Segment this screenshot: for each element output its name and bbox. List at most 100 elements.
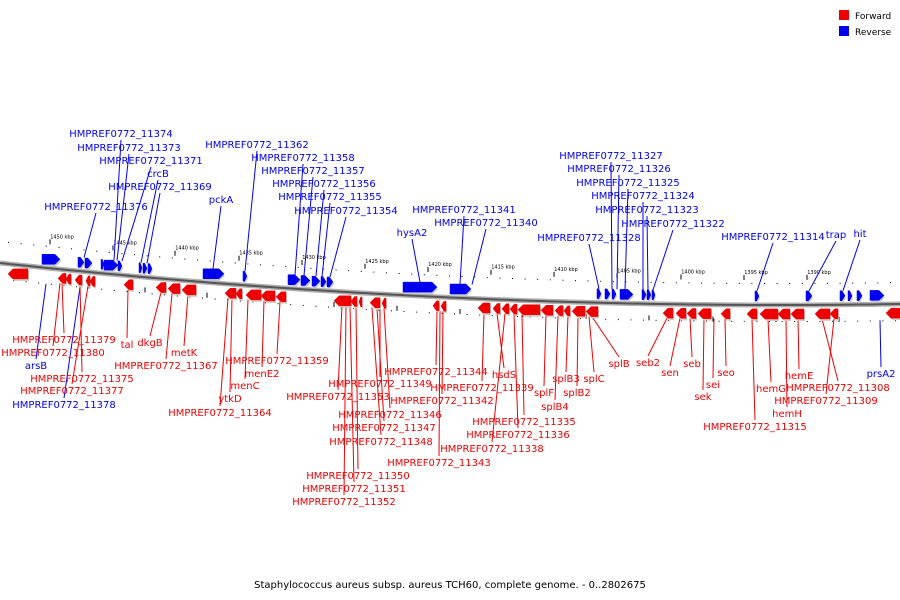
reverse-gene-arrow[interactable] [651,289,656,301]
forward-gene-arrow[interactable] [85,275,91,287]
forward-gene-arrow[interactable] [369,297,381,308]
forward-gene-label[interactable]: HMPREF0772_11308 [786,383,889,394]
forward-gene-arrow[interactable] [790,308,805,320]
forward-gene-label[interactable]: HMPREF0772_11379 [12,335,115,346]
reverse-gene-arrow[interactable] [84,257,93,269]
reverse-gene-arrow[interactable] [242,270,248,282]
forward-gene-arrow[interactable] [89,276,96,287]
forward-gene-label[interactable]: HMPREF0772_11350 [306,471,409,482]
forward-gene-label[interactable]: HMPREF0772_11380 [1,348,104,359]
forward-gene-label[interactable]: hemG [756,384,786,395]
reverse-gene-label[interactable]: arsB [25,361,47,372]
forward-gene-label[interactable]: HMPREF0772_11336 [466,430,569,441]
forward-gene-arrow[interactable] [7,268,29,280]
reverse-gene-label[interactable]: HMPREF0772_11341 [412,205,515,216]
forward-gene-arrow[interactable] [65,273,72,285]
reverse-gene-arrow[interactable] [147,263,153,274]
forward-gene-arrow[interactable] [777,308,791,320]
reverse-gene-label[interactable]: HMPREF0772_11354 [294,206,397,217]
forward-gene-label[interactable]: splB [608,359,629,370]
reverse-gene-arrow[interactable] [117,260,123,272]
reverse-gene-arrow[interactable] [320,276,327,287]
reverse-gene-arrow[interactable] [103,259,119,271]
forward-gene-arrow[interactable] [155,282,167,293]
reverse-gene-arrow[interactable] [100,259,105,270]
forward-gene-arrow[interactable] [554,305,564,316]
forward-gene-arrow[interactable] [517,304,541,315]
forward-gene-arrow[interactable] [275,291,287,303]
forward-gene-arrow[interactable] [167,283,181,294]
reverse-gene-arrow[interactable] [287,274,301,285]
forward-gene-arrow[interactable] [358,296,363,308]
forward-gene-label[interactable]: sen [661,368,679,379]
reverse-gene-arrow[interactable] [311,275,321,287]
forward-gene-arrow[interactable] [697,308,712,319]
reverse-gene-label[interactable]: HMPREF0772_11373 [77,143,180,154]
forward-gene-label[interactable]: HMPREF0772_11346 [338,410,441,421]
forward-gene-arrow[interactable] [381,297,387,309]
forward-gene-arrow[interactable] [585,306,599,317]
forward-gene-arrow[interactable] [235,288,243,300]
forward-gene-label[interactable]: hsdS [492,370,516,381]
forward-gene-arrow[interactable] [829,308,839,320]
forward-gene-arrow[interactable] [492,303,501,314]
forward-gene-label[interactable]: HMPREF0772_11349 [328,379,431,390]
reverse-gene-arrow[interactable] [869,290,885,301]
forward-gene-arrow[interactable] [540,305,554,316]
forward-gene-arrow[interactable] [57,273,67,284]
reverse-gene-arrow[interactable] [77,257,85,268]
forward-gene-label[interactable]: sek [694,392,711,403]
forward-gene-label[interactable]: splF [534,388,554,399]
reverse-gene-arrow[interactable] [596,288,602,299]
reverse-gene-label[interactable]: HMPREF0772_11378 [12,400,115,411]
forward-gene-label[interactable]: hemE [785,371,814,382]
reverse-gene-label[interactable]: pckA [209,195,234,206]
reverse-gene-arrow[interactable] [754,290,760,302]
reverse-gene-label[interactable]: HMPREF0772_11314 [721,232,824,243]
forward-gene-arrow[interactable] [662,307,674,319]
forward-gene-arrow[interactable] [571,305,586,317]
forward-gene-label[interactable]: HMPREF0772_11343 [387,458,490,469]
reverse-gene-label[interactable]: HMPREF0772_11323 [595,205,698,216]
forward-gene-label[interactable]: HMPREF0772_11348 [329,437,432,448]
forward-gene-arrow[interactable] [501,303,510,315]
forward-gene-label[interactable]: HMPREF0772_11364 [168,408,271,419]
reverse-gene-label[interactable]: HMPREF0772_11326 [567,164,670,175]
forward-gene-label[interactable]: HMPREF0772_11344 [384,367,487,378]
forward-gene-arrow[interactable] [245,289,262,301]
forward-gene-arrow[interactable] [123,279,134,290]
reverse-gene-label[interactable]: HMPREF0772_11376 [44,202,147,213]
forward-gene-label[interactable]: HMPREF0772_11353 [286,392,389,403]
forward-gene-label[interactable]: HMPREF0772_11347 [332,423,435,434]
forward-gene-arrow[interactable] [477,302,491,314]
forward-gene-label[interactable]: HMPREF0772_11367 [114,361,217,372]
reverse-gene-label[interactable]: HMPREF0772_11322 [621,219,724,230]
reverse-gene-arrow[interactable] [326,276,334,288]
reverse-gene-label[interactable]: HMPREF0772_11355 [278,192,381,203]
reverse-gene-label[interactable]: HMPREF0772_11358 [251,153,354,164]
forward-gene-label[interactable]: HMPREF0772_11351 [302,484,405,495]
reverse-gene-arrow[interactable] [138,262,143,274]
forward-gene-arrow[interactable] [260,290,276,302]
reverse-gene-label[interactable]: trap [826,230,847,241]
forward-gene-label[interactable]: HMPREF0772_11338 [440,444,543,455]
reverse-gene-arrow[interactable] [847,290,853,301]
forward-gene-arrow[interactable] [432,300,440,312]
forward-gene-arrow[interactable] [675,308,687,319]
reverse-gene-label[interactable]: HMPREF0772_11340 [434,218,537,229]
reverse-gene-arrow[interactable] [805,290,813,302]
reverse-gene-arrow[interactable] [619,289,634,300]
forward-gene-arrow[interactable] [181,284,197,296]
forward-gene-label[interactable]: HMPREF0772_11359 [225,356,328,367]
forward-gene-label[interactable]: HMPREF0772_11375 [30,374,133,385]
forward-gene-arrow[interactable] [440,300,447,312]
reverse-gene-label[interactable]: HMPREF0772_11362 [205,140,308,151]
reverse-gene-arrow[interactable] [646,289,652,301]
forward-gene-label[interactable]: metK [171,348,198,359]
forward-gene-arrow[interactable] [746,308,758,320]
forward-gene-label[interactable]: splB3 [552,374,580,385]
forward-gene-label[interactable]: seb2 [636,358,660,369]
forward-gene-label[interactable]: tal [121,340,134,351]
reverse-gene-arrow[interactable] [41,254,61,265]
forward-gene-label[interactable]: HMPREF0772_11339 [430,383,533,394]
